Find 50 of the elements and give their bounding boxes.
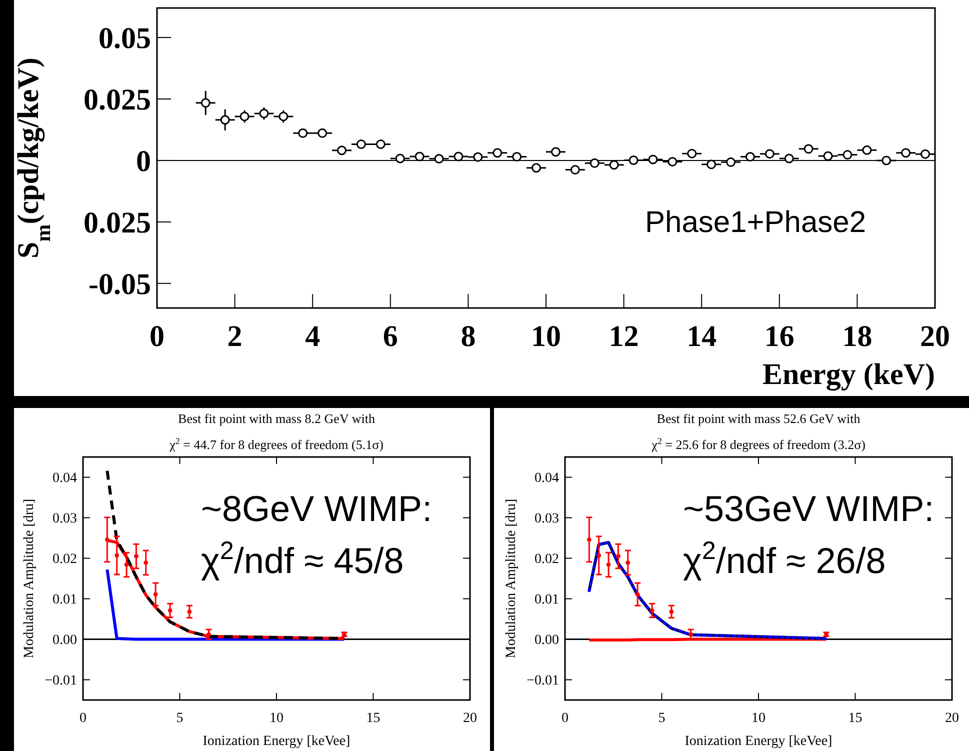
y-tick-label: 0.025	[84, 83, 151, 116]
y-tick-label: 0.01	[52, 592, 77, 608]
y-tick-label: 0.03	[534, 512, 559, 527]
x-tick-label: 0	[562, 711, 568, 726]
annotation: ~53GeV WIMP:	[683, 488, 934, 529]
chart-title: Best fit point with mass 8.2 GeV with	[178, 411, 376, 426]
y-tick-label: 0.02	[52, 552, 77, 568]
y-tick-label: 0.04	[534, 471, 559, 486]
y-tick-label: 0.025	[84, 206, 151, 240]
x-tick-label: 15	[366, 711, 380, 726]
y-tick-label: 0.00	[52, 633, 77, 648]
x-axis-title: Ionization Energy [keVee]	[684, 734, 832, 749]
x-tick-label: 10	[270, 711, 284, 726]
x-tick-label: 16	[764, 320, 794, 353]
x-tick-label: 8	[460, 320, 476, 353]
x-tick-label: 14	[686, 320, 717, 353]
chart-title: Best fit point with mass 52.6 GeV with	[656, 411, 861, 426]
x-tick-label: 4	[305, 320, 320, 353]
x-tick-label: 6	[382, 320, 398, 353]
chart-subtitle: χ$^{2}$ = 25.6 for 8 degrees of freedom (3.2σ)	[650, 436, 866, 452]
y-axis-title: Modulation Amplitude [dru]	[504, 498, 519, 658]
y-tick-label: 0.03	[52, 512, 77, 527]
y-tick-label: -0.05	[88, 268, 151, 301]
y-tick-label: 0.00	[534, 633, 559, 648]
y-tick-label: −0.01	[526, 674, 559, 689]
chart-subtitle: χ$^{2}$ = 44.7 for 8 degrees of freedom (5.1σ)	[168, 436, 384, 452]
y-tick-label: 0.02	[534, 552, 559, 568]
x-tick-label: 2	[227, 320, 242, 353]
x-tick-label: 15	[848, 711, 862, 726]
y-axis-title: Modulation Amplitude [dru]	[22, 498, 37, 658]
x-tick-label: 10	[531, 320, 561, 353]
annotation: χ$^{2}$/ndf ≈ 26/8	[683, 537, 886, 581]
annotation: Phase1+Phase2	[645, 206, 866, 239]
x-tick-label: 20	[920, 320, 950, 353]
annotation: ~8GeV WIMP:	[201, 488, 432, 529]
x-tick-label: 18	[842, 320, 872, 353]
y-tick-label: 0	[136, 144, 151, 178]
annotation: χ$^{2}$/ndf ≈ 45/8	[201, 537, 404, 581]
x-tick-label: 10	[752, 711, 766, 726]
y-tick-label: 0.01	[534, 592, 559, 608]
x-tick-label: 5	[176, 711, 184, 726]
x-axis-title: Ionization Energy [keVee]	[202, 734, 350, 749]
y-tick-label: −0.01	[44, 674, 77, 689]
y-tick-label: 0.05	[98, 22, 151, 56]
y-tick-label: 0.04	[52, 471, 77, 486]
x-tick-label: 20	[463, 711, 477, 726]
x-tick-label: 20	[945, 711, 959, 726]
x-axis-title: Energy (keV)	[762, 358, 935, 391]
x-tick-label: 5	[658, 711, 666, 726]
x-tick-label: 12	[608, 320, 639, 353]
